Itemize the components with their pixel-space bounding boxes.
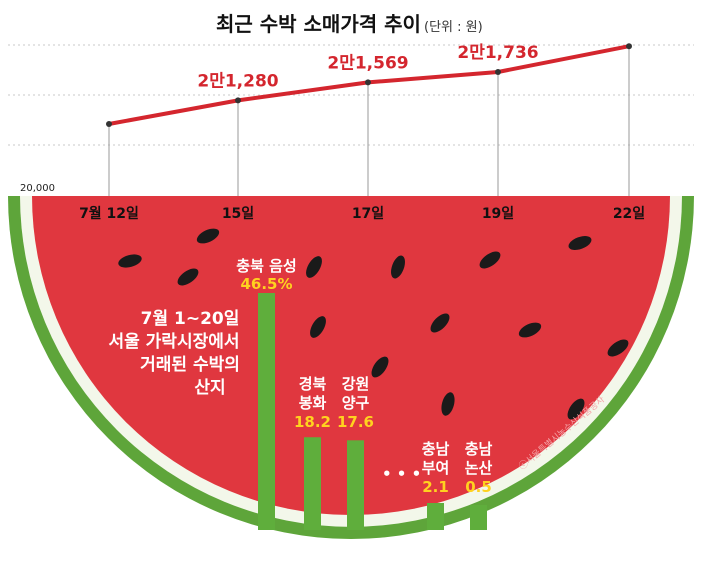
seed [430, 313, 450, 333]
seed [196, 228, 220, 244]
seed [371, 356, 389, 378]
price-point [495, 68, 501, 75]
price-line-chart: 20,000 7월 12일 2만1,280 15일 2만1,569 17일 2만1,736… [20, 43, 645, 222]
origin-name: 경북 [299, 375, 327, 393]
seed [607, 339, 629, 357]
origin-value-label: 0.5 [465, 478, 492, 496]
axis-min-label: 20,000 [20, 183, 55, 194]
price-data-label: 2만1,569 [327, 53, 408, 73]
desc-line-3: 거래된 수박의 [140, 355, 240, 375]
seed [518, 322, 542, 338]
x-tick-label: 15일 [222, 206, 254, 222]
x-tick-label: 22일 [613, 206, 645, 222]
ellipsis-mark: • • • [382, 465, 421, 483]
seed [479, 251, 501, 269]
price-data-label: 2만1,736 [457, 43, 538, 63]
origin-name: 충남 [422, 440, 450, 458]
origin-value-label: 18.2 [294, 413, 331, 431]
price-point [235, 97, 241, 104]
origin-name: 충남 [465, 440, 493, 458]
origin-bar [258, 293, 275, 530]
origin-value-label: 17.6 [337, 413, 374, 431]
origin-name: 봉화 [299, 394, 327, 412]
x-tick-label: 7월 12일 [79, 205, 139, 222]
seed [306, 256, 322, 278]
origin-name: 논산 [465, 459, 493, 477]
origin-bar [427, 503, 444, 530]
chart-title: 최근 수박 소매가격 추이 [216, 12, 421, 36]
x-tick-label: 17일 [352, 206, 384, 222]
line-chart-grid [8, 44, 694, 146]
desc-line-2: 서울 가락시장에서 [108, 332, 239, 352]
origin-bar [470, 505, 487, 530]
origin-value-label: 2.1 [422, 478, 449, 496]
seed [118, 254, 142, 268]
seed [177, 268, 199, 286]
desc-line-1: 7월 1~20일 [141, 309, 240, 329]
seed [567, 398, 585, 420]
origin-bar [347, 440, 364, 530]
chart-unit-note: (단위 : 원) [424, 20, 483, 35]
origin-value-label: 46.5% [240, 275, 292, 293]
origin-name: 양구 [342, 394, 370, 412]
origin-name: 강원 [342, 375, 370, 393]
origin-name: 부여 [422, 459, 450, 477]
price-point [106, 121, 112, 127]
origin-name: 충북 음성 [236, 257, 296, 275]
price-point [626, 43, 632, 50]
bar-chart-description: 7월 1~20일 서울 가락시장에서 거래된 수박의 산지 [108, 309, 239, 398]
seed [391, 255, 405, 279]
x-tick-label: 19일 [482, 206, 514, 222]
seed [441, 392, 455, 416]
price-data-label: 2만1,280 [197, 71, 278, 91]
desc-line-4: 산지 [194, 378, 225, 398]
seed [310, 316, 326, 338]
price-point [365, 79, 371, 86]
origin-bar [304, 437, 321, 530]
seed [568, 236, 592, 250]
watermelon-seeds [118, 228, 629, 420]
